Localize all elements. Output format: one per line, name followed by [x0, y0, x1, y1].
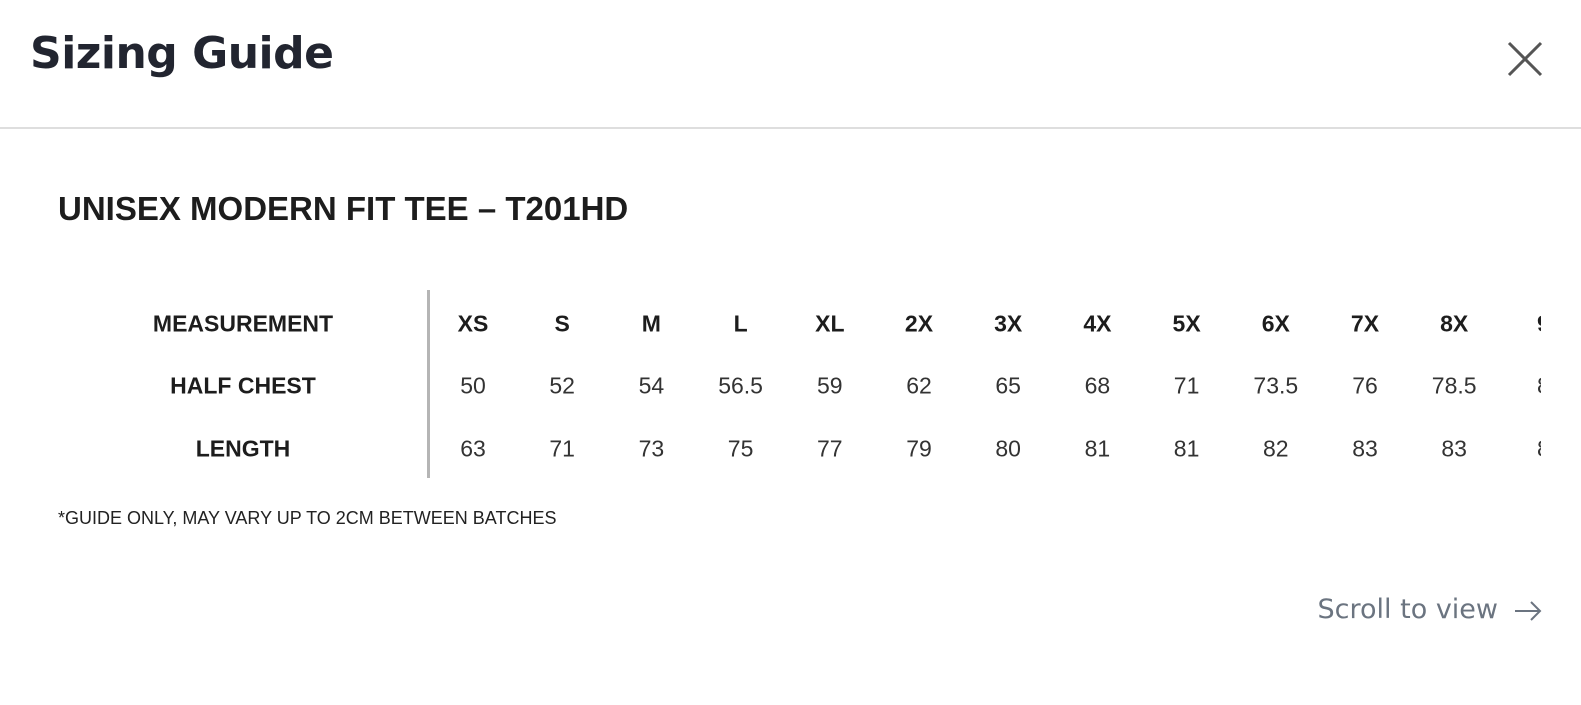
table-cell: 76 — [1352, 372, 1378, 399]
table-cell: 52 — [549, 372, 575, 399]
table-cell: 81 — [1084, 435, 1111, 462]
row-label: LENGTH — [195, 435, 291, 462]
header-divider — [0, 127, 1581, 129]
table-cell: 73 — [638, 435, 665, 462]
column-header: 7X — [1350, 310, 1380, 337]
column-header: XL — [815, 310, 845, 337]
table-cell: 63 — [460, 435, 486, 462]
column-header: 6X — [1261, 310, 1290, 337]
column-header: 9 — [1537, 311, 1541, 338]
column-header: L — [733, 310, 748, 337]
table-cell: 75 — [727, 435, 754, 462]
table-cell: 68 — [1084, 372, 1111, 399]
modal-title: Sizing Guide — [30, 28, 334, 79]
product-title: UNISEX MODERN FIT TEE – T201HD — [58, 190, 629, 227]
table-cell: 83 — [1441, 435, 1467, 462]
row-label: HALF CHEST — [170, 372, 316, 399]
table-cell: 54 — [638, 372, 665, 399]
column-header: S — [554, 310, 570, 337]
column-header: 3X — [994, 310, 1023, 337]
column-header: M — [641, 310, 661, 337]
table-cell: 50 — [460, 372, 486, 399]
table-cell: 65 — [995, 372, 1021, 399]
column-divider — [427, 290, 430, 478]
table-cell: 83 — [1352, 435, 1378, 462]
table-cell: 62 — [906, 372, 932, 399]
scroll-hint: Scroll to view — [1317, 594, 1498, 625]
column-header: XS — [457, 310, 489, 337]
table-cell: 59 — [817, 372, 843, 399]
column-header: 8X — [1440, 310, 1469, 337]
table-cell: 8 — [1537, 373, 1541, 400]
column-header: MEASUREMENT — [152, 310, 334, 337]
close-button[interactable] — [1507, 41, 1543, 77]
table-cell: 71 — [1173, 372, 1200, 399]
table-cell: 56.5 — [718, 372, 763, 399]
size-chart: UNISEX MODERN FIT TEE – T201HD MEASUREME… — [0, 130, 1541, 570]
table-cell: 81 — [1173, 435, 1200, 462]
column-header: 2X — [904, 310, 934, 337]
scroll-arrow — [1515, 601, 1542, 621]
table-cell: 73.5 — [1253, 372, 1299, 399]
table-cell: 79 — [906, 435, 932, 462]
table-cell: 80 — [995, 435, 1021, 462]
table-cell: 71 — [549, 435, 575, 462]
column-header: 4X — [1083, 310, 1112, 337]
footnote: *GUIDE ONLY, MAY VARY UP TO 2CM BETWEEN … — [58, 508, 557, 528]
table-cell: 8 — [1537, 436, 1541, 463]
column-header: 5X — [1172, 310, 1201, 337]
table-cell: 78.5 — [1431, 372, 1477, 399]
table-cell: 82 — [1263, 435, 1289, 462]
table-cell: 77 — [817, 435, 843, 462]
